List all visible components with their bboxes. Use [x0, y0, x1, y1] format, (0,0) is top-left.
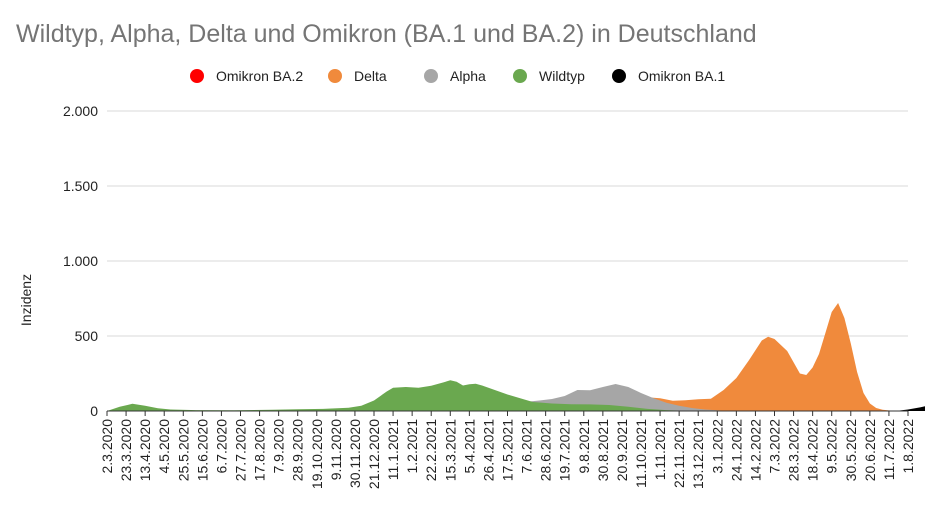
x-tick-label: 19.7.2021: [557, 419, 573, 481]
x-tick-label: 1.11.2021: [652, 419, 668, 480]
y-tick-label: 2.000: [63, 103, 98, 119]
legend-marker: [190, 69, 204, 83]
x-tick-label: 11.1.2021: [385, 419, 401, 480]
x-tick-label: 28.6.2021: [538, 419, 554, 481]
x-tick-label: 7.6.2021: [519, 419, 535, 474]
chart-title: Wildtyp, Alpha, Delta und Omikron (BA.1 …: [16, 20, 757, 48]
x-tick-label: 30.5.2022: [843, 419, 859, 481]
axes: 0 500 1.000 1.500 2.000 2.3.2020 23.3.2020 13.4…: [63, 103, 916, 489]
x-tick-label: 7.9.2020: [271, 419, 287, 474]
x-tick-label: 17.5.2021: [500, 419, 516, 481]
x-tick-label: 20.9.2021: [614, 419, 630, 481]
y-axis-title: Inzidenz: [18, 274, 34, 326]
y-tick-label: 1.000: [63, 253, 98, 269]
legend-label: Delta: [354, 68, 387, 84]
x-tick-label: 9.11.2020: [328, 419, 344, 480]
y-tick-label: 1.500: [63, 178, 98, 194]
area-alpha: [424, 384, 730, 411]
x-tick-label: 2.3.2020: [99, 419, 115, 474]
legend-label: Alpha: [450, 68, 486, 84]
x-tick-label: 15.3.2021: [442, 419, 458, 481]
x-tick-label: 5.4.2021: [461, 419, 477, 474]
x-tick-label: 24.1.2022: [728, 419, 744, 481]
x-tick-label: 22.2.2021: [423, 419, 439, 481]
x-tick-label: 17.8.2020: [252, 419, 268, 481]
gridlines: [107, 110, 908, 337]
legend: Omikron BA.2 Delta Alpha Wildtyp Omikron BA.…: [190, 68, 725, 84]
area-wildtyp: [107, 380, 692, 411]
x-tick-label: 9.5.2022: [824, 419, 840, 474]
x-tick-label: 26.4.2021: [480, 419, 496, 481]
x-tick-label: 23.3.2020: [118, 419, 134, 481]
x-tick-label: 1.8.2022: [900, 419, 916, 474]
x-tick-label: 30.8.2021: [595, 419, 611, 481]
y-tick-label: 500: [75, 328, 99, 344]
x-tick-label: 28.9.2020: [290, 419, 306, 481]
x-tick-label: 21.12.2020: [366, 419, 382, 489]
area-omikron-ba-1: [895, 406, 925, 411]
x-tick-label: 3.1.2022: [709, 419, 725, 474]
legend-marker: [328, 69, 342, 83]
x-tick-label: 11.7.2022: [881, 419, 897, 480]
x-tick-label: 25.5.2020: [175, 419, 191, 481]
legend-marker: [424, 69, 438, 83]
x-tick-label: 6.7.2020: [213, 419, 229, 474]
x-tick-label: 14.2.2022: [747, 419, 763, 481]
x-tick-label: 11.10.2021: [633, 419, 649, 488]
x-tick-label: 13.12.2021: [690, 419, 706, 489]
x-tick-label: 9.8.2021: [576, 419, 592, 474]
y-tick-label: 0: [90, 403, 98, 419]
series-areas: [107, 303, 925, 411]
x-tick-label: 4.5.2020: [156, 419, 172, 474]
x-tick-label: 1.2.2021: [404, 419, 420, 474]
legend-label: Omikron BA.2: [216, 68, 303, 84]
x-tick-label: 22.11.2021: [671, 419, 687, 488]
x-tick-label: 30.11.2020: [347, 419, 363, 488]
legend-marker: [612, 69, 626, 83]
x-tick-label: 28.3.2022: [786, 419, 802, 481]
x-tick-label: 20.6.2022: [862, 419, 878, 481]
x-tick-label: 27.7.2020: [233, 419, 249, 481]
legend-label: Wildtyp: [539, 68, 585, 84]
x-tick-label: 13.4.2020: [137, 419, 153, 481]
x-tick-label: 18.4.2022: [805, 419, 821, 481]
x-tick-label: 7.3.2022: [767, 419, 783, 474]
x-tick-label: 19.10.2020: [309, 419, 325, 489]
x-tick-label: 15.6.2020: [194, 419, 210, 481]
legend-label: Omikron BA.1: [638, 68, 725, 84]
area-delta: [539, 303, 896, 411]
legend-marker: [513, 69, 527, 83]
